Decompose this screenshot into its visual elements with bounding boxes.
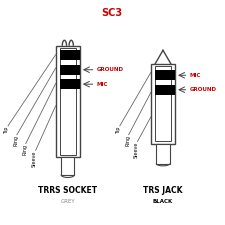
Text: Tip: Tip bbox=[4, 126, 9, 134]
Text: Tip: Tip bbox=[116, 126, 121, 134]
Text: Ring: Ring bbox=[125, 135, 130, 146]
Text: Ring: Ring bbox=[22, 144, 27, 155]
Bar bbox=[56, 46, 80, 157]
Text: TRRS SOCKET: TRRS SOCKET bbox=[38, 186, 97, 195]
Text: MIC: MIC bbox=[189, 73, 201, 78]
Text: Ring: Ring bbox=[13, 135, 18, 146]
Text: Sleeve: Sleeve bbox=[32, 151, 37, 167]
Bar bbox=[76, 50, 80, 60]
Text: TRS JACK: TRS JACK bbox=[143, 186, 183, 195]
Bar bbox=[155, 70, 171, 80]
Text: GREY: GREY bbox=[61, 199, 75, 204]
Bar bbox=[156, 144, 170, 164]
Bar bbox=[155, 66, 171, 141]
Bar bbox=[60, 50, 76, 60]
Bar bbox=[155, 85, 171, 95]
Bar bbox=[76, 79, 80, 89]
Text: Sleeve: Sleeve bbox=[134, 142, 139, 158]
Bar bbox=[61, 157, 74, 175]
Bar bbox=[60, 65, 76, 75]
Bar bbox=[60, 79, 76, 89]
Bar bbox=[76, 65, 80, 75]
Bar bbox=[171, 70, 175, 80]
Bar bbox=[171, 85, 175, 95]
Bar bbox=[60, 48, 76, 155]
Text: BLACK: BLACK bbox=[153, 199, 173, 204]
Text: SC3: SC3 bbox=[101, 7, 123, 18]
Text: GROUND: GROUND bbox=[189, 87, 216, 92]
Text: MIC: MIC bbox=[97, 82, 108, 87]
Text: GROUND: GROUND bbox=[97, 67, 124, 72]
Bar bbox=[151, 64, 175, 144]
